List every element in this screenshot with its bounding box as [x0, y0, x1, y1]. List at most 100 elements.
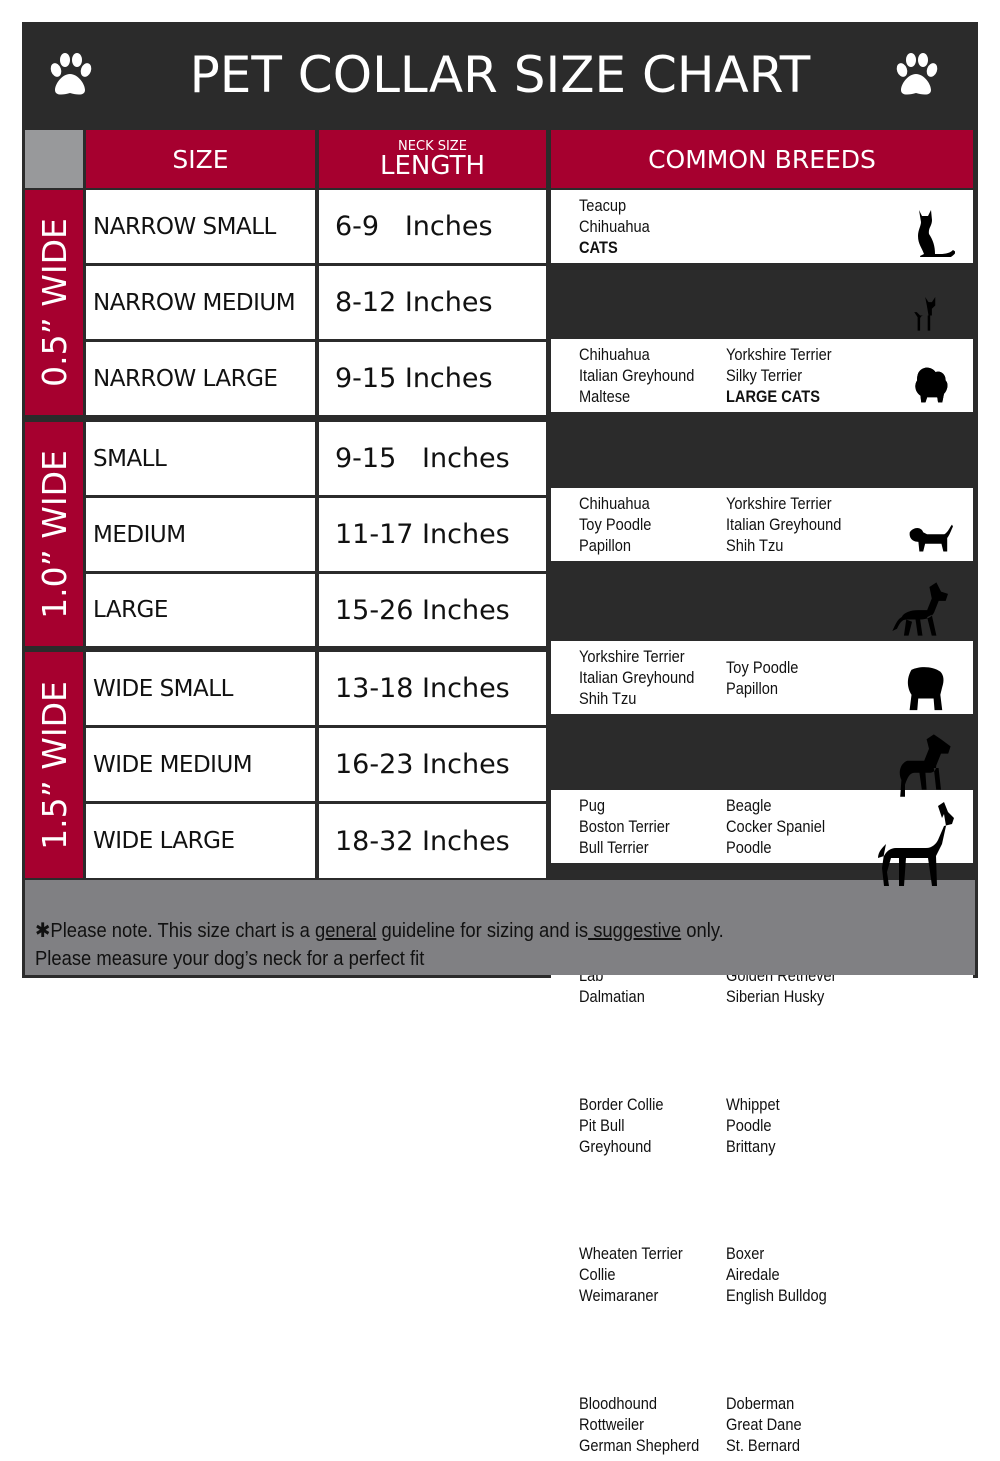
header-length-label: LENGTH [379, 150, 485, 181]
size-name: LARGE [86, 574, 315, 646]
neck-length: 9-15 Inches [319, 422, 546, 495]
note-emphasis-suggestive: suggestive [588, 920, 682, 942]
breed-column: Bloodhound Rottweiler German Shepherd [579, 1393, 699, 1456]
breed-name: Great Dane [726, 1414, 802, 1434]
breed-name: English Bulldog [726, 1286, 827, 1305]
breed-name: LARGE CATS [726, 387, 820, 406]
bulldog-icon [907, 667, 944, 711]
breed-name: Bloodhound [579, 1393, 658, 1413]
footer-line-1: ✱Please note. This size chart is a gener… [35, 917, 900, 945]
size-name: WIDE LARGE [86, 804, 315, 878]
note-text: only. [681, 920, 724, 942]
breed-column: Beagle Cocker Spaniel Poodle [726, 795, 825, 858]
width-group-text: 1.5” WIDE [34, 680, 74, 850]
pomeranian-icon [915, 367, 948, 403]
breed-name: Doberman [726, 1393, 795, 1413]
neck-length: 16-23 Inches [319, 728, 546, 801]
breed-name: Border Collie [579, 1095, 664, 1114]
breed-list: Wheaten Terrier Collie Weimaraner Boxer Aire… [551, 1238, 973, 1311]
breed-name: Pug [579, 796, 606, 815]
width-group-label: 0.5” WIDE [25, 190, 83, 415]
breed-name: Maltese [579, 387, 631, 406]
breed-name: Shih Tzu [579, 689, 637, 708]
breed-name: Wheaten Terrier [579, 1244, 683, 1263]
header-size-label: SIZE [172, 144, 229, 174]
breed-column: Chihuahua Italian Greyhound Maltese [579, 344, 694, 407]
page-title: PET COLLAR SIZE CHART [189, 45, 811, 104]
breed-name: Toy Poodle [579, 515, 652, 534]
breed-name: Boston Terrier [579, 817, 670, 836]
neck-length: 15-26 Inches [319, 574, 546, 646]
breed-name: German Shepherd [579, 1435, 700, 1455]
paw-print-icon [50, 53, 92, 95]
note-text: guideline for sizing and is [376, 920, 589, 942]
note-text: ✱Please note. This size chart is a [35, 920, 315, 942]
spaniel-icon [909, 524, 953, 552]
breed-list: Border Collie Pit Bull Greyhound Whippet Poo… [551, 1089, 973, 1162]
size-name: WIDE MEDIUM [86, 728, 315, 801]
breed-column: Boxer Airedale English Bulldog [726, 1243, 827, 1306]
size-name: NARROW SMALL [86, 190, 315, 263]
paw-print-icon [896, 53, 938, 95]
width-group-text: 0.5” WIDE [34, 218, 74, 387]
shepherd-dog-icon [892, 582, 948, 636]
breed-column: Whippet Poodle Brittany [726, 1094, 780, 1157]
breed-name: Airedale [726, 1265, 780, 1284]
neck-length: 13-18 Inches [319, 652, 546, 725]
breed-name: Greyhound [579, 1137, 652, 1156]
breed-column: Yorkshire Terrier Italian Greyhound Shih T… [579, 646, 694, 709]
breed-name: Shih Tzu [726, 536, 784, 555]
breed-column: Teacup Chihuahua CATS [579, 195, 650, 258]
neck-length: 6-9 Inches [319, 190, 546, 263]
breed-name: Cocker Spaniel [726, 817, 826, 836]
breed-column: Wheaten Terrier Collie Weimaraner [579, 1243, 683, 1306]
breed-name: Brittany [726, 1137, 776, 1156]
cat-icon [918, 210, 955, 257]
breed-name: Yorkshire Terrier [726, 494, 832, 513]
neck-length: 8-12 Inches [319, 266, 546, 339]
breed-name: Dalmatian [579, 986, 645, 1006]
breed-column: Toy Poodle Papillon [726, 657, 798, 699]
size-name: NARROW LARGE [86, 342, 315, 415]
breed-column: Doberman Great Dane St. Bernard [726, 1393, 802, 1456]
breed-name: Italian Greyhound [579, 366, 695, 385]
breed-name: CATS [579, 238, 618, 257]
breed-name: Beagle [726, 796, 772, 815]
header-breeds: COMMON BREEDS [551, 130, 973, 188]
header-breeds-label: COMMON BREEDS [648, 144, 876, 174]
neck-length: 11-17 Inches [319, 498, 546, 571]
breed-name: Yorkshire Terrier [726, 345, 832, 364]
breed-name: Papillon [726, 678, 779, 698]
breed-list: Chihuahua Toy Poodle Papillon Yorkshire Ter… [551, 488, 973, 561]
breed-column: Border Collie Pit Bull Greyhound [579, 1094, 664, 1157]
breed-column: Yorkshire Terrier Silky Terrier LARGE CATS [726, 344, 832, 407]
pitbull-icon [899, 734, 951, 797]
breed-column: Yorkshire Terrier Italian Greyhound Shih T… [726, 493, 841, 556]
breed-name: Pit Bull [579, 1116, 625, 1135]
breed-name: Chihuahua [579, 494, 650, 513]
width-group-text: 1.0” WIDE [34, 449, 74, 619]
size-name: MEDIUM [86, 498, 315, 571]
neck-length: 9-15 Inches [319, 342, 546, 415]
breed-name: Siberian Husky [726, 986, 825, 1006]
breed-name: Bull Terrier [579, 838, 649, 857]
header-length-small: NECK SIZE [398, 138, 467, 154]
neck-length: 18-32 Inches [319, 804, 546, 878]
breed-name: Chihuahua [579, 217, 650, 236]
chihuahua-icon [914, 297, 936, 331]
breed-name: Teacup [579, 196, 627, 215]
breed-name: Rottweiler [579, 1414, 645, 1434]
breed-column: Pug Boston Terrier Bull Terrier [579, 795, 670, 858]
breed-list: Chihuahua Italian Greyhound Maltese Yorkshi… [551, 339, 973, 412]
breed-column: Chihuahua Toy Poodle Papillon [579, 493, 651, 556]
width-group-label: 1.5” WIDE [25, 652, 83, 878]
header-corner [25, 130, 83, 188]
header-length: NECK SIZE LENGTH [319, 130, 546, 188]
breed-list: Bloodhound Rottweiler German Shepherd Dober… [551, 1387, 973, 1461]
size-name: NARROW MEDIUM [86, 266, 315, 339]
breed-name: Italian Greyhound [579, 668, 695, 687]
footer-note: ✱Please note. This size chart is a gener… [25, 880, 975, 975]
breed-list: Teacup Chihuahua CATS [551, 190, 973, 263]
breed-name: Weimaraner [579, 1286, 659, 1305]
breed-list: Yorkshire Terrier Italian Greyhound Shih T… [551, 641, 973, 714]
